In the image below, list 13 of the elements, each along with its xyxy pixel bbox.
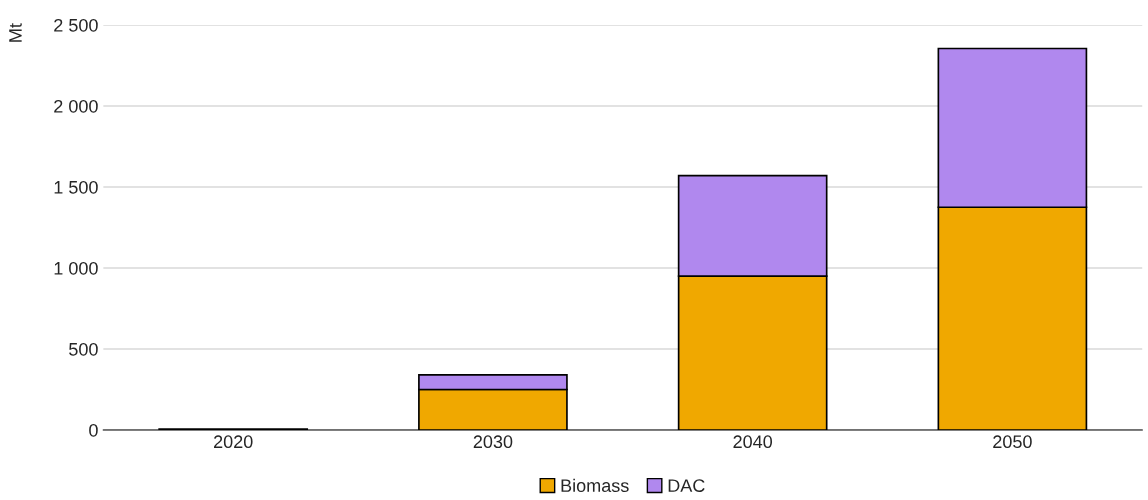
legend-label: DAC	[668, 479, 705, 493]
y-tick-label: 2 000	[54, 99, 98, 113]
x-tick-label: 2030	[473, 435, 513, 449]
legend-label: Biomass	[561, 478, 629, 493]
x-tick-label: 2050	[993, 435, 1032, 449]
y-tick-label: 1 000	[54, 261, 98, 275]
x-tick-label: 2020	[214, 435, 253, 449]
y-tick-label: 0	[89, 423, 98, 437]
y-tick-label: 1 500	[54, 180, 98, 194]
y-axis-title: Mt	[9, 23, 22, 42]
x-tick-label: 2040	[733, 435, 773, 449]
y-tick-label: 2 500	[54, 18, 98, 32]
y-tick-label: 500	[69, 342, 98, 356]
